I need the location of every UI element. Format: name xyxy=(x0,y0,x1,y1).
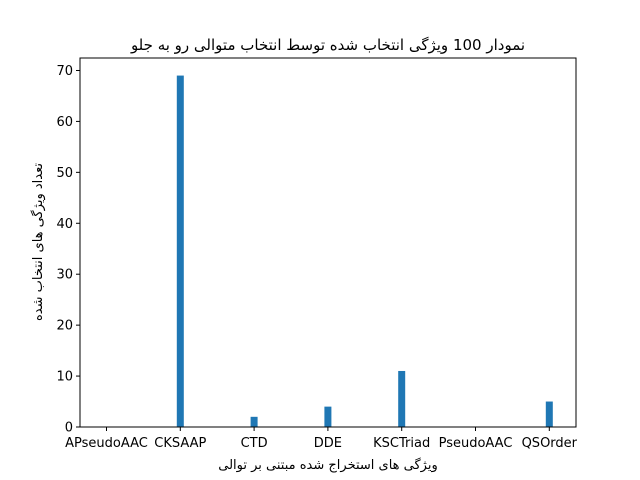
x-tick-label: QSOrder xyxy=(522,436,578,451)
x-tick-label: CKSAAP xyxy=(154,436,206,451)
x-tick-label: KSCTriad xyxy=(373,436,430,451)
bar-KSCTriad xyxy=(398,370,406,427)
bar-QSOrder xyxy=(545,401,553,427)
y-axis: 0 10 20 30 40 50 60 70 xyxy=(56,64,80,436)
x-tick-label: CTD xyxy=(241,436,268,451)
x-tick-label: APseudoAAC xyxy=(65,436,148,451)
x-axis: APseudoAAC CKSAAP CTD DDE KSCTriad PseudoAAC Q… xyxy=(65,427,578,451)
y-tick-label: 60 xyxy=(56,115,73,130)
y-tick-label: 0 xyxy=(65,421,73,436)
x-tick-label: PseudoAAC xyxy=(439,436,513,451)
y-tick-label: 10 xyxy=(56,370,73,385)
bar-DDE xyxy=(324,406,332,427)
y-tick-label: 70 xyxy=(56,64,73,79)
y-tick-label: 30 xyxy=(56,268,73,283)
bar-CKSAAP xyxy=(176,75,184,428)
y-tick-label: 50 xyxy=(56,166,73,181)
y-tick-label: 20 xyxy=(56,319,73,334)
y-tick-label: 40 xyxy=(56,217,73,232)
chart-title: نمودار 100 ویژگی انتخاب شده توسط انتخاب … xyxy=(130,36,525,54)
x-tick-label: DDE xyxy=(314,436,342,451)
axes-frame xyxy=(79,57,577,428)
y-axis-label: تعداد ویژگی های انتخاب شده xyxy=(30,163,46,321)
bar-CTD xyxy=(250,416,258,427)
plot-area xyxy=(176,75,553,428)
x-axis-label: ویژگی های استخراج شده مبتنی بر توالی xyxy=(218,457,438,473)
